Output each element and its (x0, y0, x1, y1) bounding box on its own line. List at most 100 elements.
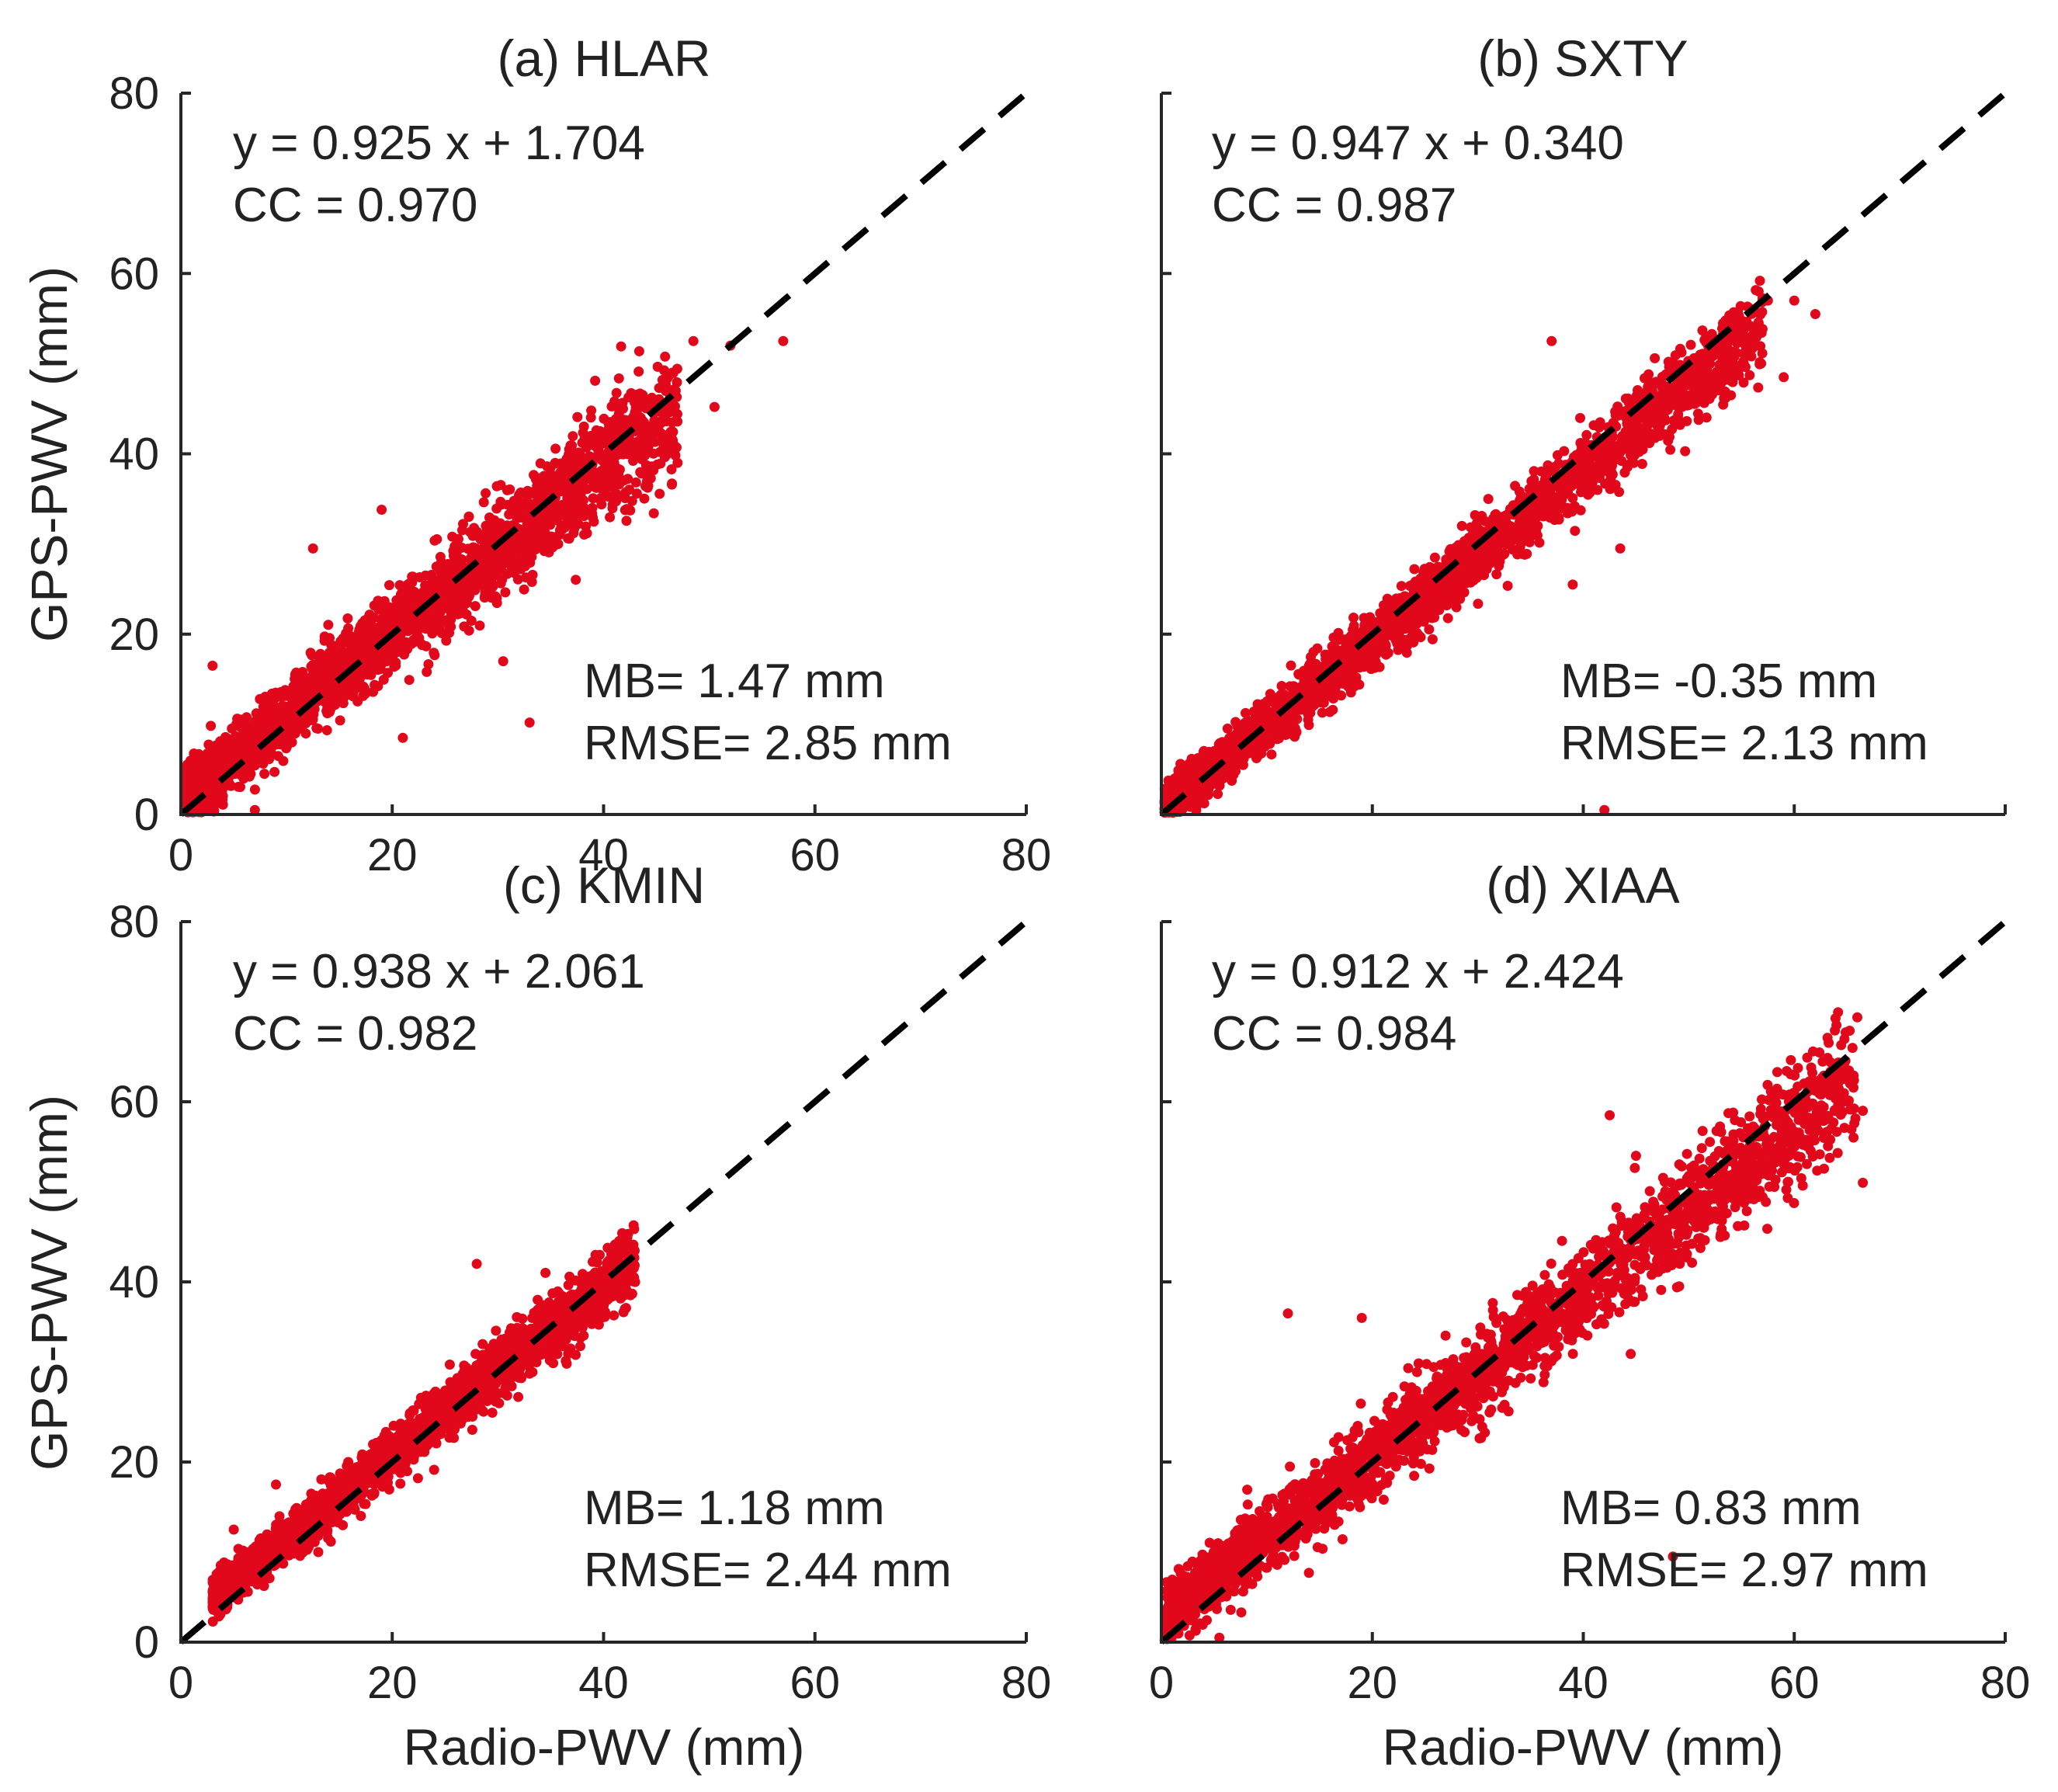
panel-a-data-point (666, 464, 677, 474)
panel-a-data-point (333, 656, 344, 667)
panel-a-data-point (562, 506, 573, 517)
panel-b-data-point (1307, 662, 1317, 672)
panel-a-data-point (360, 688, 371, 699)
panel-a-data-point (357, 618, 368, 628)
panel-a-data-point (637, 468, 647, 479)
panel-a-data-point (373, 681, 383, 692)
panel-a-data-point (658, 441, 669, 451)
panel-a-data-point (613, 373, 624, 384)
panel-b-data-point (1681, 400, 1692, 411)
panel-a-data-point (454, 584, 465, 594)
panel-a-data-point (599, 413, 609, 424)
panel-a-data-point (634, 388, 645, 399)
panel-a-data-point (290, 673, 300, 684)
panel-a-data-point (342, 613, 353, 623)
panel-a-data-point (474, 533, 485, 543)
panel-b-data-point (1650, 352, 1661, 363)
panel-a-data-point (535, 458, 546, 469)
panel-b-data-point (1317, 707, 1327, 718)
panel-a-data-point (429, 650, 440, 661)
panel-a-data-point (182, 779, 192, 790)
panel-b-data-point (1529, 466, 1539, 477)
panel-a-data-point (672, 377, 682, 387)
panel-b-data-point (1757, 324, 1768, 335)
panel-a-data-point (637, 443, 647, 453)
panel-b-data-point (1429, 552, 1440, 563)
panel-a-outlier-point (498, 656, 508, 667)
panel-a-data-point (348, 634, 359, 645)
panel-b: (b) SXTY y = 0.947 x + 0.340 CC = 0.987 … (1159, 30, 2008, 818)
panel-b-data-point (1502, 581, 1513, 591)
panel-a-data-point (333, 682, 343, 693)
panel-a-y-tick-label: 60 (109, 248, 159, 299)
panel-b-data-point (1477, 511, 1487, 521)
panel-a-data-point (547, 476, 557, 487)
panel-b-title: (b) SXTY (1477, 30, 1688, 87)
panel-a-data-point (500, 587, 511, 598)
panel-a-data-point (585, 430, 596, 441)
panel-a-data-point (269, 692, 279, 703)
panel-a-data-point (436, 578, 446, 589)
panel-a-data-point (466, 616, 477, 626)
panel-b-data-point (1588, 420, 1599, 431)
panel-a-data-point (512, 557, 523, 568)
panel-b-data-point (1681, 415, 1692, 426)
panel-b-data-point (1610, 406, 1621, 417)
panel-b-data-point (1685, 339, 1696, 350)
panel-a-data-point (508, 545, 519, 556)
panel-a-data-point (290, 700, 301, 710)
panel-b-data-point (1499, 548, 1510, 559)
panel-a-data-point (606, 475, 617, 486)
panel-b-data-point (1427, 634, 1438, 644)
panel-a-data-point (233, 781, 244, 792)
panel-a-data-point (463, 511, 474, 522)
panel-a-data-point (307, 660, 318, 670)
panel-a-data-point (623, 392, 634, 403)
panel-b-data-point (1297, 668, 1308, 679)
panel-a-data-point (443, 603, 454, 614)
panel-a-data-point (525, 528, 536, 539)
panel-a-data-point (652, 361, 663, 372)
panel-b-data-point (1680, 446, 1691, 457)
panel-b-data-point (1409, 564, 1420, 575)
panel-a-data-point (321, 725, 332, 735)
panel-a-outlier-point (307, 543, 318, 554)
panel-a-data-point (648, 448, 659, 459)
panel-a-outlier-point (377, 505, 387, 515)
panel-a-data-point (590, 375, 601, 386)
panel-a-data-point (602, 465, 613, 475)
panel-a-data-point (336, 645, 347, 656)
panel-a-data-point (481, 520, 491, 531)
panel-a-data-point (394, 580, 405, 591)
panel-a-data-point (529, 543, 540, 554)
panel-a-data-point (422, 666, 432, 677)
panel-a-data-point (311, 723, 322, 734)
panel-a-data-point (404, 675, 415, 686)
panel-a-data-point (538, 544, 549, 554)
panel-a-data-point (633, 366, 644, 377)
panel-a-data-point (363, 630, 373, 641)
panel-a-x-tick-label: 20 (367, 830, 418, 880)
panel-a-data-point (652, 459, 663, 470)
panel-b-data-point (1514, 486, 1525, 497)
panel-a-data-point (278, 708, 289, 719)
panel-a-data-point (402, 579, 413, 590)
panel-b-data-point (1705, 358, 1716, 369)
panel-a-data-point (548, 539, 559, 549)
panel-b-data-point (1695, 361, 1706, 372)
panel-a-data-point (611, 387, 622, 398)
panel-a-data-point (323, 620, 334, 630)
panel-a-data-point (585, 471, 596, 481)
panel-a-data-point (250, 717, 261, 728)
panel-b-data-point (1559, 446, 1570, 457)
panel-a-outlier-point (709, 401, 720, 412)
panel-a-data-point (628, 456, 638, 466)
panel-a-data-point (487, 591, 498, 602)
panel-a-data-point (375, 648, 386, 659)
panel-a-data-point (369, 613, 380, 623)
panel-a-data-point (592, 479, 603, 490)
panel-a-data-point (616, 341, 626, 352)
panel-b-data-point (1675, 343, 1685, 354)
panel-a-data-point (639, 493, 650, 504)
